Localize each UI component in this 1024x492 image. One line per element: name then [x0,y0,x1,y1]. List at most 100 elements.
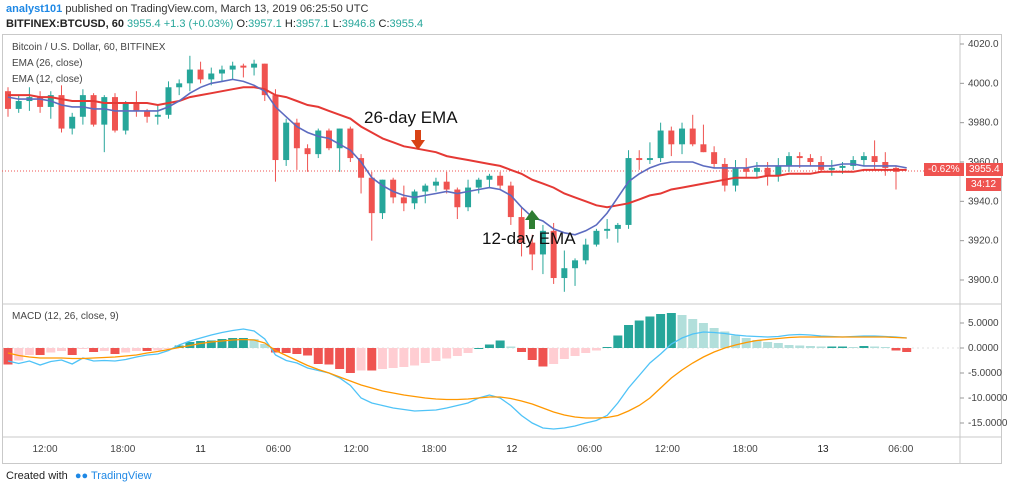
candle-down [721,163,728,186]
candle-down [5,91,11,109]
legend-macd[interactable]: MACD (12, 26, close, 9) [12,311,119,322]
published-text: published on TradingView.com, March 13, … [65,3,369,15]
candle-down [518,217,525,243]
candle-down [133,103,140,111]
macd-histogram-bar [474,348,484,349]
countdown-badge: 34:12 [966,178,1002,191]
candle-up [614,224,621,229]
macd-histogram-bar [645,316,655,348]
macd-histogram-bar [303,348,313,356]
macd-histogram-bar [656,314,666,348]
candle-up [229,65,236,70]
candle-up [315,130,322,155]
open-label: O: [236,18,249,30]
price-tick-label: 3940.0 [968,196,999,207]
macd-histogram-bar [174,345,184,348]
macd-histogram-bar [666,313,676,348]
candle-up [218,69,225,74]
candle-up [122,103,129,131]
candle-up [379,179,386,214]
candle-down [90,95,97,125]
time-tick-label: 13 [817,444,829,455]
macd-histogram-bar [110,348,120,354]
macd-histogram-bar [67,348,77,355]
time-tick-label: 12:00 [344,444,369,455]
macd-histogram-bar [591,348,601,351]
macd-histogram-bar [581,348,591,353]
candle-up [657,130,664,159]
time-tick-label: 18:00 [110,444,135,455]
time-tick-label: 06:00 [577,444,602,455]
candle-down [711,152,718,164]
macd-histogram-bar [870,346,880,348]
macd-histogram-bar [121,348,131,353]
macd-histogram-bar [634,320,644,348]
candle-up [860,156,867,161]
legend-ema12[interactable]: EMA (12, close) [12,74,83,85]
candle-up [176,83,183,88]
candle-down [400,197,407,204]
candle-up [839,165,846,168]
macd-histogram-bar [345,348,355,373]
price-tick-label: 4020.0 [968,39,999,50]
candle-up [283,122,290,161]
candle-up [165,87,172,115]
candle-down [796,156,803,159]
macd-histogram-bar [677,315,687,348]
macd-histogram-bar [46,348,56,353]
macd-histogram-bar [377,348,387,369]
price-tick-label: 4000.0 [968,78,999,89]
tradingview-brand[interactable]: TradingView [90,470,152,482]
candle-up [561,268,568,279]
macd-tick-label: -15.0000 [968,418,1008,429]
candle-down [743,167,750,172]
macd-histogram-bar [795,345,805,348]
time-tick-label: 18:00 [421,444,446,455]
macd-histogram-bar [538,348,548,367]
macd-histogram-bar [196,341,206,348]
macd-histogram-bar [463,348,473,353]
macd-histogram-bar [452,348,462,356]
current-price-badge: 3955.4 [966,163,1003,176]
macd-histogram-bar [442,348,452,359]
tradingview-logo-icon[interactable]: ●● TradingView [74,470,152,482]
symbol-label: BITFINEX:BTCUSD, 60 [6,18,124,30]
macd-histogram-bar [367,348,377,371]
macd-histogram-bar [142,348,152,351]
price-tick-label: 3900.0 [968,275,999,286]
legend-ema26[interactable]: EMA (26, close) [12,58,83,69]
macd-histogram-bar [495,340,505,348]
price-change: +1.3 (+0.03%) [163,18,234,30]
macd-histogram-bar [527,348,537,360]
candle-up [593,230,600,245]
candle-up [15,101,22,109]
macd-histogram-bar [99,348,109,351]
candle-down [347,128,354,159]
chart-header: analyst101 published on TradingView.com,… [0,0,1024,34]
price-tick-label: 3960.0 [968,157,999,168]
candle-up [604,228,611,231]
macd-histogram-bar [24,348,34,355]
macd-histogram-bar [816,346,826,348]
chart-frame[interactable] [2,34,1002,464]
macd-histogram-bar [399,348,409,367]
macd-histogram-bar [506,346,516,348]
candle-down [636,158,643,161]
author-name[interactable]: analyst101 [6,3,63,15]
macd-histogram-bar [731,335,741,348]
macd-tick-label: -10.0000 [968,393,1008,404]
macd-histogram-bar [773,343,783,348]
time-tick-label: 12 [506,444,518,455]
time-tick-label: 18:00 [733,444,758,455]
macd-histogram-bar [848,347,858,348]
footer: Created with ●● TradingView [6,470,152,482]
macd-histogram-bar [163,348,173,349]
macd-histogram-bar [260,344,270,348]
candle-down [390,179,397,198]
macd-histogram-bar [891,348,901,351]
candle-up [422,185,429,192]
time-tick-label: 06:00 [266,444,291,455]
close-label: C: [378,18,390,30]
macd-histogram-bar [238,338,248,348]
